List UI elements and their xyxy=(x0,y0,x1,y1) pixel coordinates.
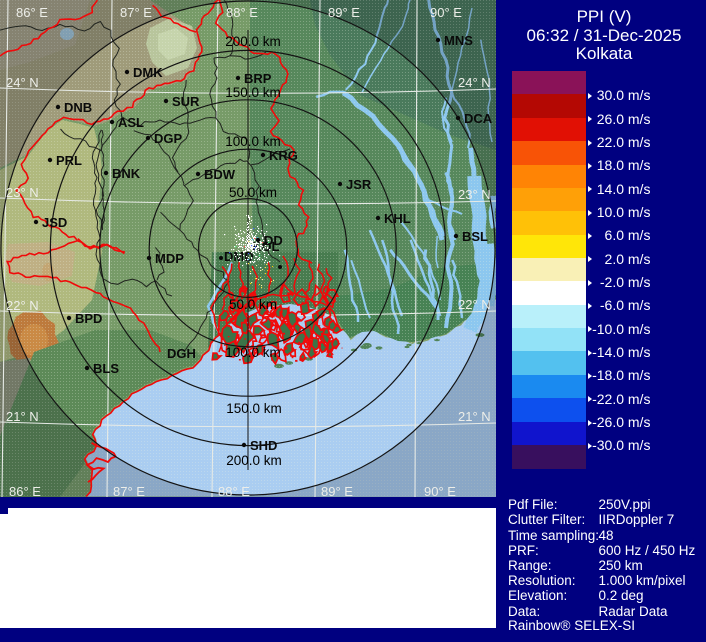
svg-text:89° E: 89° E xyxy=(321,484,353,497)
svg-text:DD: DD xyxy=(264,233,283,248)
svg-text:150.0 km: 150.0 km xyxy=(226,401,282,416)
svg-text:BLS: BLS xyxy=(93,361,119,376)
svg-text:86° E: 86° E xyxy=(16,5,48,20)
svg-text:SUR: SUR xyxy=(172,94,200,109)
svg-text:BNK: BNK xyxy=(112,166,141,181)
svg-text:90° E: 90° E xyxy=(430,5,462,20)
svg-text:86° E: 86° E xyxy=(9,484,41,497)
svg-text:BDW: BDW xyxy=(204,167,236,182)
svg-text:90° E: 90° E xyxy=(424,484,456,497)
svg-text:DMD: DMD xyxy=(224,249,254,264)
svg-text:DCA: DCA xyxy=(464,111,493,126)
svg-text:22° N: 22° N xyxy=(458,297,491,312)
svg-text:KOL: KOL xyxy=(252,239,280,254)
svg-text:BSL: BSL xyxy=(462,229,488,244)
svg-text:24° N: 24° N xyxy=(6,75,39,90)
svg-text:50.0 km: 50.0 km xyxy=(229,297,277,312)
svg-text:89° E: 89° E xyxy=(328,5,360,20)
svg-text:88° E: 88° E xyxy=(218,484,250,497)
svg-text:ASL: ASL xyxy=(118,115,144,130)
svg-text:PRL: PRL xyxy=(56,153,82,168)
svg-text:87° E: 87° E xyxy=(120,5,152,20)
svg-text:JSR: JSR xyxy=(346,177,372,192)
svg-text:22° N: 22° N xyxy=(6,298,39,313)
svg-text:88° E: 88° E xyxy=(226,5,258,20)
svg-text:100.0 km: 100.0 km xyxy=(225,134,281,149)
svg-text:200.0 km: 200.0 km xyxy=(225,34,281,49)
svg-text:DMK: DMK xyxy=(133,65,163,80)
svg-text:100.0 km: 100.0 km xyxy=(225,345,281,360)
svg-text:23° N: 23° N xyxy=(458,187,491,202)
svg-text:21° N: 21° N xyxy=(6,409,39,424)
svg-text:87° E: 87° E xyxy=(113,484,145,497)
svg-text:200.0 km: 200.0 km xyxy=(226,453,282,468)
svg-text:BPD: BPD xyxy=(75,311,102,326)
svg-text:24° N: 24° N xyxy=(458,75,491,90)
svg-text:21° N: 21° N xyxy=(458,409,491,424)
svg-text:150.0 km: 150.0 km xyxy=(225,85,281,100)
svg-text:MDP: MDP xyxy=(155,251,184,266)
svg-text:50.0 km: 50.0 km xyxy=(229,185,277,200)
svg-text:DGH: DGH xyxy=(167,346,196,361)
svg-text:MNS: MNS xyxy=(444,33,473,48)
svg-text:KRG: KRG xyxy=(269,148,298,163)
svg-text:BRP: BRP xyxy=(244,71,272,86)
svg-text:KHL: KHL xyxy=(384,211,411,226)
svg-text:DNB: DNB xyxy=(64,100,92,115)
svg-text:23° N: 23° N xyxy=(6,185,39,200)
svg-text:DGP: DGP xyxy=(154,131,183,146)
svg-text:JSD: JSD xyxy=(42,215,67,230)
svg-text:SHD: SHD xyxy=(250,438,277,453)
